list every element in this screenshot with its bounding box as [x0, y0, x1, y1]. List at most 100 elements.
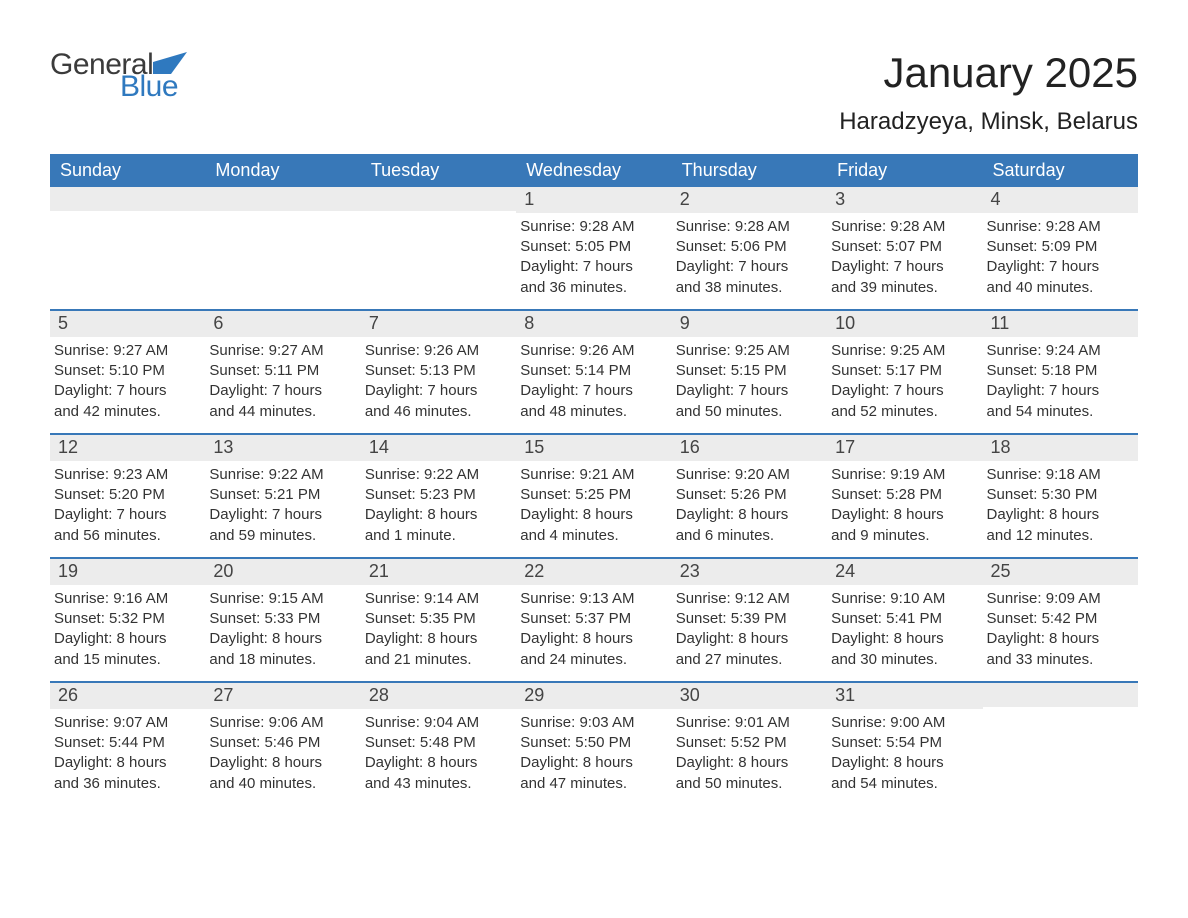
- day-cell: 13Sunrise: 9:22 AMSunset: 5:21 PMDayligh…: [205, 435, 360, 557]
- daylight-line2: and 40 minutes.: [987, 278, 1132, 298]
- week-row: 19Sunrise: 9:16 AMSunset: 5:32 PMDayligh…: [50, 557, 1138, 681]
- sunrise-text: Sunrise: 9:13 AM: [520, 589, 665, 609]
- daylight-line2: and 36 minutes.: [520, 278, 665, 298]
- daylight-line2: and 4 minutes.: [520, 526, 665, 546]
- day-details: Sunrise: 9:06 AMSunset: 5:46 PMDaylight:…: [205, 709, 360, 804]
- day-cell: 31Sunrise: 9:00 AMSunset: 5:54 PMDayligh…: [827, 683, 982, 805]
- daylight-line1: Daylight: 8 hours: [365, 753, 510, 773]
- sunrise-text: Sunrise: 9:22 AM: [209, 465, 354, 485]
- daylight-line2: and 24 minutes.: [520, 650, 665, 670]
- day-number: [50, 187, 205, 211]
- daylight-line1: Daylight: 7 hours: [54, 381, 199, 401]
- daylight-line1: Daylight: 8 hours: [987, 505, 1132, 525]
- sunset-text: Sunset: 5:11 PM: [209, 361, 354, 381]
- daylight-line2: and 33 minutes.: [987, 650, 1132, 670]
- day-cell: [50, 187, 205, 309]
- day-details: Sunrise: 9:28 AMSunset: 5:07 PMDaylight:…: [827, 213, 982, 308]
- sunrise-text: Sunrise: 9:18 AM: [987, 465, 1132, 485]
- daylight-line2: and 39 minutes.: [831, 278, 976, 298]
- day-number: [983, 683, 1138, 707]
- week-row: 1Sunrise: 9:28 AMSunset: 5:05 PMDaylight…: [50, 187, 1138, 309]
- sunset-text: Sunset: 5:23 PM: [365, 485, 510, 505]
- daylight-line2: and 27 minutes.: [676, 650, 821, 670]
- daylight-line2: and 12 minutes.: [987, 526, 1132, 546]
- daylight-line1: Daylight: 8 hours: [520, 629, 665, 649]
- day-number: 31: [827, 683, 982, 709]
- day-cell: 7Sunrise: 9:26 AMSunset: 5:13 PMDaylight…: [361, 311, 516, 433]
- daylight-line1: Daylight: 7 hours: [209, 381, 354, 401]
- day-details: Sunrise: 9:04 AMSunset: 5:48 PMDaylight:…: [361, 709, 516, 804]
- day-cell: 15Sunrise: 9:21 AMSunset: 5:25 PMDayligh…: [516, 435, 671, 557]
- daylight-line1: Daylight: 8 hours: [831, 753, 976, 773]
- day-number: 25: [983, 559, 1138, 585]
- day-cell: 23Sunrise: 9:12 AMSunset: 5:39 PMDayligh…: [672, 559, 827, 681]
- sunrise-text: Sunrise: 9:09 AM: [987, 589, 1132, 609]
- sunset-text: Sunset: 5:50 PM: [520, 733, 665, 753]
- sunset-text: Sunset: 5:05 PM: [520, 237, 665, 257]
- sunset-text: Sunset: 5:09 PM: [987, 237, 1132, 257]
- daylight-line2: and 56 minutes.: [54, 526, 199, 546]
- day-number: 9: [672, 311, 827, 337]
- daylight-line1: Daylight: 7 hours: [54, 505, 199, 525]
- day-details: Sunrise: 9:14 AMSunset: 5:35 PMDaylight:…: [361, 585, 516, 680]
- day-details: Sunrise: 9:13 AMSunset: 5:37 PMDaylight:…: [516, 585, 671, 680]
- day-details: Sunrise: 9:20 AMSunset: 5:26 PMDaylight:…: [672, 461, 827, 556]
- day-cell: 28Sunrise: 9:04 AMSunset: 5:48 PMDayligh…: [361, 683, 516, 805]
- sunrise-text: Sunrise: 9:25 AM: [831, 341, 976, 361]
- day-number: 26: [50, 683, 205, 709]
- daylight-line2: and 15 minutes.: [54, 650, 199, 670]
- day-cell: 22Sunrise: 9:13 AMSunset: 5:37 PMDayligh…: [516, 559, 671, 681]
- daylight-line1: Daylight: 7 hours: [987, 381, 1132, 401]
- day-number: [361, 187, 516, 211]
- weekday-header: Tuesday: [361, 154, 516, 187]
- sunrise-text: Sunrise: 9:24 AM: [987, 341, 1132, 361]
- daylight-line1: Daylight: 7 hours: [520, 381, 665, 401]
- sunrise-text: Sunrise: 9:28 AM: [831, 217, 976, 237]
- sunrise-text: Sunrise: 9:01 AM: [676, 713, 821, 733]
- sunset-text: Sunset: 5:42 PM: [987, 609, 1132, 629]
- daylight-line2: and 46 minutes.: [365, 402, 510, 422]
- sunset-text: Sunset: 5:10 PM: [54, 361, 199, 381]
- day-cell: 20Sunrise: 9:15 AMSunset: 5:33 PMDayligh…: [205, 559, 360, 681]
- daylight-line2: and 30 minutes.: [831, 650, 976, 670]
- day-number: 6: [205, 311, 360, 337]
- day-cell: 6Sunrise: 9:27 AMSunset: 5:11 PMDaylight…: [205, 311, 360, 433]
- day-cell: 29Sunrise: 9:03 AMSunset: 5:50 PMDayligh…: [516, 683, 671, 805]
- day-cell: [361, 187, 516, 309]
- daylight-line2: and 50 minutes.: [676, 402, 821, 422]
- day-details: Sunrise: 9:03 AMSunset: 5:50 PMDaylight:…: [516, 709, 671, 804]
- day-number: 13: [205, 435, 360, 461]
- daylight-line2: and 40 minutes.: [209, 774, 354, 794]
- daylight-line2: and 52 minutes.: [831, 402, 976, 422]
- day-number: 3: [827, 187, 982, 213]
- day-details: Sunrise: 9:24 AMSunset: 5:18 PMDaylight:…: [983, 337, 1138, 432]
- day-number: 17: [827, 435, 982, 461]
- sunrise-text: Sunrise: 9:15 AM: [209, 589, 354, 609]
- daylight-line1: Daylight: 8 hours: [365, 629, 510, 649]
- location-text: Haradzyeya, Minsk, Belarus: [839, 108, 1138, 136]
- day-cell: 24Sunrise: 9:10 AMSunset: 5:41 PMDayligh…: [827, 559, 982, 681]
- daylight-line1: Daylight: 8 hours: [520, 505, 665, 525]
- sunset-text: Sunset: 5:21 PM: [209, 485, 354, 505]
- logo: General Blue: [50, 50, 187, 102]
- sunset-text: Sunset: 5:46 PM: [209, 733, 354, 753]
- day-details: Sunrise: 9:26 AMSunset: 5:13 PMDaylight:…: [361, 337, 516, 432]
- sunset-text: Sunset: 5:17 PM: [831, 361, 976, 381]
- weekday-header: Friday: [827, 154, 982, 187]
- sunset-text: Sunset: 5:33 PM: [209, 609, 354, 629]
- day-number: 12: [50, 435, 205, 461]
- day-cell: [205, 187, 360, 309]
- day-cell: 18Sunrise: 9:18 AMSunset: 5:30 PMDayligh…: [983, 435, 1138, 557]
- daylight-line1: Daylight: 8 hours: [676, 505, 821, 525]
- sunrise-text: Sunrise: 9:26 AM: [520, 341, 665, 361]
- day-details: Sunrise: 9:18 AMSunset: 5:30 PMDaylight:…: [983, 461, 1138, 556]
- daylight-line2: and 9 minutes.: [831, 526, 976, 546]
- daylight-line2: and 47 minutes.: [520, 774, 665, 794]
- day-details: Sunrise: 9:00 AMSunset: 5:54 PMDaylight:…: [827, 709, 982, 804]
- day-cell: 12Sunrise: 9:23 AMSunset: 5:20 PMDayligh…: [50, 435, 205, 557]
- sunset-text: Sunset: 5:25 PM: [520, 485, 665, 505]
- sunset-text: Sunset: 5:54 PM: [831, 733, 976, 753]
- day-cell: 8Sunrise: 9:26 AMSunset: 5:14 PMDaylight…: [516, 311, 671, 433]
- day-number: 30: [672, 683, 827, 709]
- sunrise-text: Sunrise: 9:10 AM: [831, 589, 976, 609]
